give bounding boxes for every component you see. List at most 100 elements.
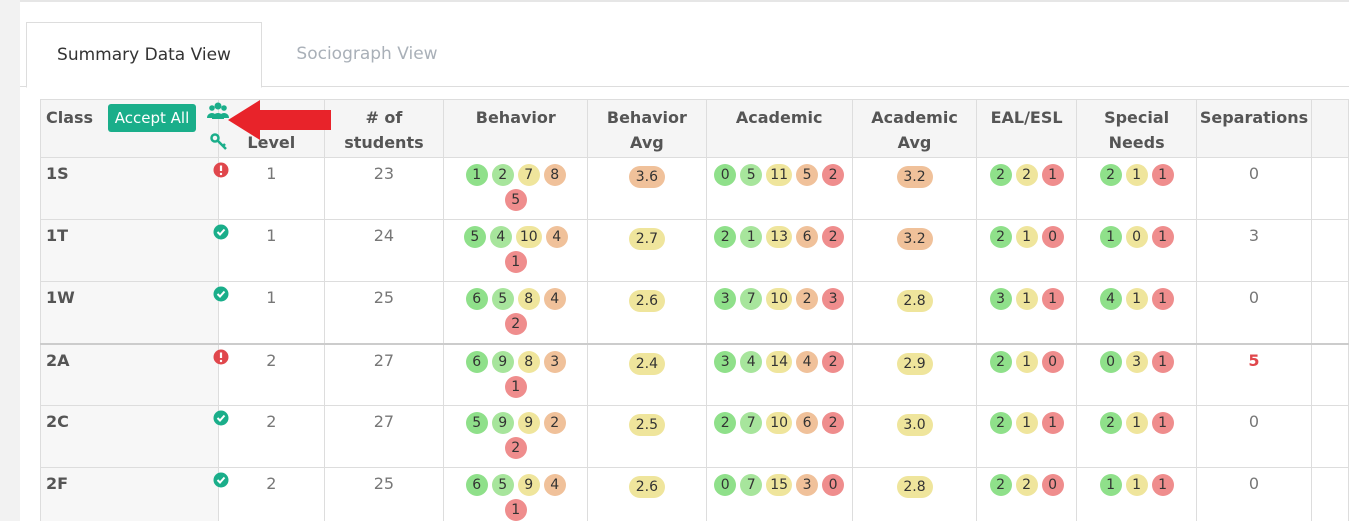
badge: 1 xyxy=(1041,164,1064,186)
badge: 2 xyxy=(989,226,1012,248)
avg-badge: 2.9 xyxy=(896,352,933,375)
badge: 2 xyxy=(989,412,1012,434)
key-icon[interactable] xyxy=(210,133,227,150)
status-mark xyxy=(216,414,226,422)
badge: 7 xyxy=(740,288,763,310)
accept-all-button[interactable]: Accept All xyxy=(108,104,196,132)
cell xyxy=(1310,219,1349,282)
badge: 4 xyxy=(740,350,763,373)
badge: 1 xyxy=(1151,226,1174,248)
cell: 3 7 10 2 3 xyxy=(705,281,853,344)
avg-badge: 2.5 xyxy=(628,414,665,436)
badge: 2 xyxy=(822,226,845,248)
badge: 2 xyxy=(796,288,819,310)
badge: 4 xyxy=(543,474,566,496)
badge: 6 xyxy=(465,350,488,373)
badge: 10 xyxy=(515,226,542,248)
class-name: 1W xyxy=(46,288,75,307)
cell: 3 xyxy=(1196,219,1312,282)
badge: 9 xyxy=(517,412,540,434)
cell: 2.7 xyxy=(587,219,707,282)
badge: 1 xyxy=(740,226,763,248)
cell: 27 xyxy=(323,405,445,468)
badge: 7 xyxy=(740,412,763,434)
badge: 4 xyxy=(545,226,568,248)
group-icon[interactable] xyxy=(207,102,229,120)
badge: 2 xyxy=(822,350,845,373)
avg-badge: 2.6 xyxy=(628,290,665,312)
cell: 2 xyxy=(218,467,325,521)
table-row: 1S 1 23 1 2 7 8 5 3.6 0 5 11 5 2 3.2 2 2 1 2 1 1 0 xyxy=(39,157,1349,220)
badge: 8 xyxy=(517,350,540,373)
cell: 2.9 xyxy=(851,342,978,406)
status-mark xyxy=(216,228,226,236)
status-icon xyxy=(213,162,229,178)
badge: 8 xyxy=(517,288,540,310)
cell: 0 xyxy=(1196,281,1312,344)
badge-group: 3 7 10 2 3 xyxy=(714,288,845,310)
status-mark xyxy=(219,172,223,176)
header-cell: # of students xyxy=(323,99,445,158)
cell: 2 xyxy=(218,405,325,468)
avg-badge: 2.8 xyxy=(896,290,933,312)
badge: 2 xyxy=(714,412,737,434)
badge: 8 xyxy=(543,164,566,186)
badge: 6 xyxy=(796,412,819,434)
badge: 5 xyxy=(465,412,488,434)
cell xyxy=(1310,281,1349,344)
tab[interactable]: Summary Data View xyxy=(26,22,262,88)
badge: 3 xyxy=(1125,350,1148,373)
header-cell: Behavior xyxy=(443,99,589,158)
cell: 24 xyxy=(323,219,445,282)
badge: 2 xyxy=(822,164,845,186)
table-row: 1W 1 25 6 5 8 4 2 2.6 3 7 10 2 3 2.8 3 1 1 4 1 1 0 xyxy=(39,281,1349,344)
status-mark xyxy=(219,359,223,362)
cell: 3.6 xyxy=(587,157,707,220)
header-cell: Behavior Avg xyxy=(587,99,707,158)
tab[interactable]: Sociograph View xyxy=(296,44,438,64)
badge-group: 2 1 13 6 2 xyxy=(714,226,845,248)
cell: 0 xyxy=(1196,157,1312,220)
badge: 4 xyxy=(796,350,819,373)
avg-badge: 2.6 xyxy=(628,476,665,498)
badge: 1 xyxy=(1015,412,1038,434)
summary-table: Class Level # of students Behavior Behav… xyxy=(39,99,1349,521)
cell: 2.6 xyxy=(587,467,707,521)
badge: 13 xyxy=(766,226,793,248)
status-mark xyxy=(216,290,226,298)
badge: 2 xyxy=(491,164,514,186)
badge: 5 xyxy=(491,288,514,310)
badge: 6 xyxy=(796,226,819,248)
badge: 4 xyxy=(1099,288,1122,310)
header-cell xyxy=(1310,99,1349,158)
cell: 5 xyxy=(1196,342,1312,406)
class-name: 2A xyxy=(46,350,70,370)
badge: 1 xyxy=(1125,164,1148,186)
badge: 4 xyxy=(543,288,566,310)
badge-group: 2 7 10 6 2 xyxy=(714,412,845,434)
badge: 10 xyxy=(766,412,793,434)
avg-badge: 2.8 xyxy=(896,476,933,498)
badge-group: 5 4 10 4 1 xyxy=(455,226,577,273)
badge: 7 xyxy=(517,164,540,186)
badge: 1 xyxy=(504,251,527,273)
cell: 1S xyxy=(39,157,229,220)
cell: 5 4 10 4 1 xyxy=(443,219,589,282)
cell: 1 xyxy=(218,219,325,282)
badge: 0 xyxy=(1099,350,1122,373)
avg-badge: 2.7 xyxy=(628,228,665,250)
badge: 1 xyxy=(504,375,527,398)
cell: 3.2 xyxy=(851,157,978,220)
